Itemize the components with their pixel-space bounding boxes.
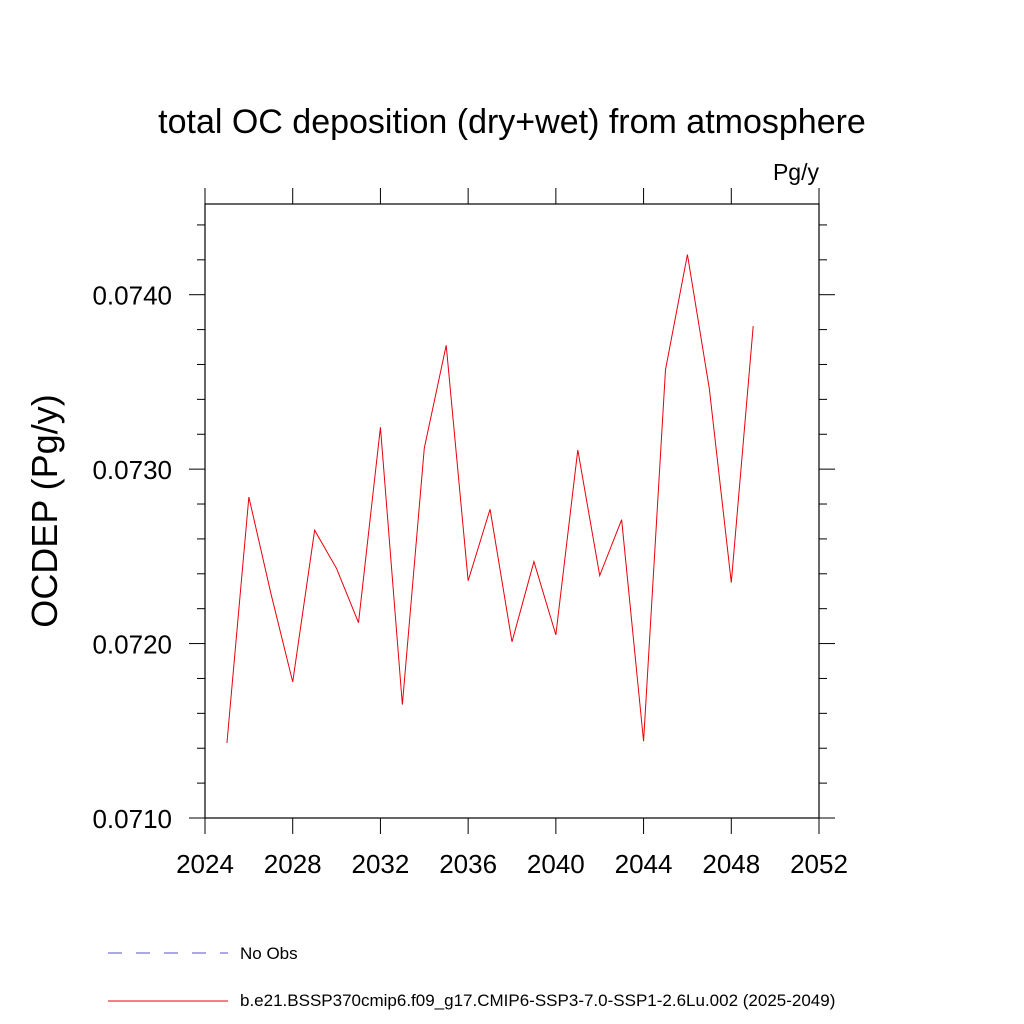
y-tick-label: 0.0730 [92, 455, 172, 485]
units-label: Pg/y [773, 159, 820, 185]
y-axis-label: OCDEP (Pg/y) [24, 394, 65, 627]
legend-label-no-obs: No Obs [240, 944, 298, 963]
x-tick-label: 2048 [702, 849, 760, 879]
legend-label-model-run: b.e21.BSSP370cmip6.f09_g17.CMIP6-SSP3-7.… [240, 991, 835, 1010]
y-tick-label: 0.0710 [92, 804, 172, 834]
y-tick-label: 0.0740 [92, 281, 172, 311]
x-tick-label: 2032 [352, 849, 410, 879]
x-tick-label: 2040 [527, 849, 585, 879]
x-tick-label: 2052 [790, 849, 848, 879]
x-tick-label: 2024 [176, 849, 234, 879]
x-tick-label: 2028 [264, 849, 322, 879]
legend: No Obs b.e21.BSSP370cmip6.f09_g17.CMIP6-… [108, 944, 835, 1010]
series-lines [226, 254, 754, 744]
x-tick-label: 2036 [439, 849, 497, 879]
chart-title: total OC deposition (dry+wet) from atmos… [158, 103, 866, 141]
x-tick-label: 2044 [615, 849, 673, 879]
series-line-0 [226, 254, 754, 744]
plot-frame [204, 203, 820, 819]
y-tick-label: 0.0720 [92, 630, 172, 660]
tick-labels: 2024 2028 2032 2036 2040 2044 2048 2052 0.0710 0.… [92, 281, 847, 879]
axis-ticks [189, 188, 835, 834]
